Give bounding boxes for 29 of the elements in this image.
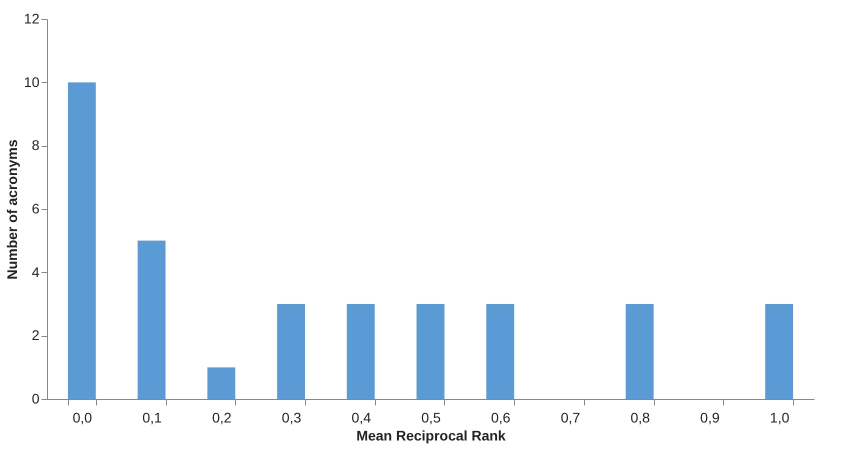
y-tick-label: 4 [32, 264, 40, 280]
x-tick-label: 0,0 [72, 410, 92, 426]
x-tick-label: 0,8 [630, 410, 650, 426]
bar [486, 304, 514, 399]
bar [207, 367, 236, 399]
y-axis-title: Number of acronyms [4, 139, 20, 280]
x-tick-label: 0,6 [490, 410, 511, 426]
y-tick-label: 12 [24, 10, 40, 26]
x-tick-label: 0,3 [282, 410, 302, 426]
x-tick-label: 0,2 [212, 410, 232, 426]
x-tick-label: 1,0 [770, 410, 790, 426]
y-tick-label: 8 [32, 137, 40, 154]
y-tick-label: 2 [32, 327, 40, 344]
bar [138, 240, 166, 399]
bar [626, 304, 654, 399]
bar [346, 304, 375, 399]
x-tick-label: 0,5 [421, 410, 441, 426]
x-tick-label: 0,9 [700, 410, 720, 426]
x-tick-label: 0,4 [352, 410, 372, 426]
bar [277, 304, 305, 399]
bar [68, 82, 96, 399]
x-tick-label: 0,7 [560, 410, 580, 426]
x-tick-label: 0,1 [142, 410, 162, 426]
bar [416, 304, 444, 399]
bar [765, 304, 794, 399]
y-tick-label: 10 [24, 74, 40, 90]
y-tick-label: 0 [32, 390, 40, 406]
x-axis-title: Mean Reciprocal Rank [356, 428, 506, 444]
y-tick-label: 6 [32, 200, 40, 216]
